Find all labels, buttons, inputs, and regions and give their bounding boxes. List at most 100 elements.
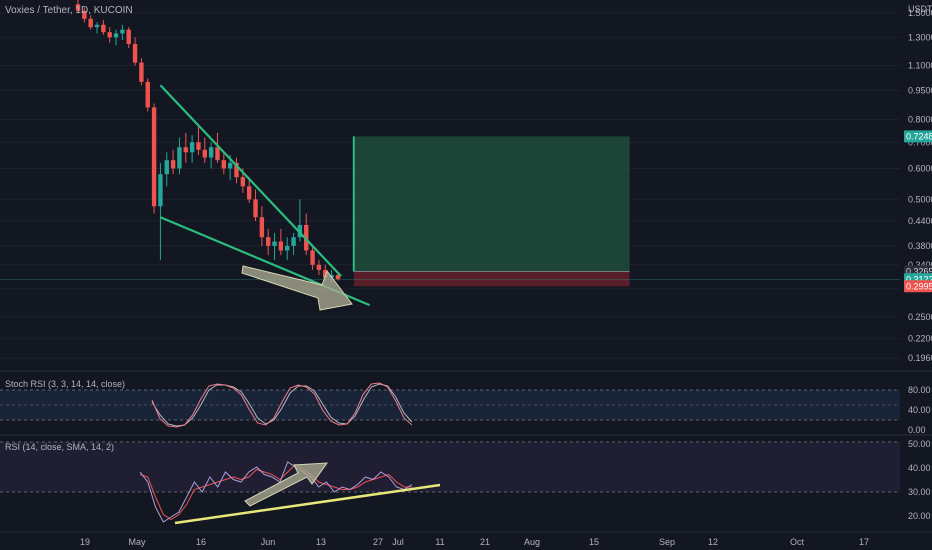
- candle: [291, 233, 296, 256]
- candle: [88, 15, 93, 30]
- candle: [266, 228, 271, 256]
- down-arrow-drawing[interactable]: [241, 265, 353, 311]
- stoch-rsi-lines: [151, 382, 413, 428]
- time-tick-label: May: [128, 537, 146, 547]
- candle: [310, 245, 315, 270]
- candle: [120, 24, 125, 40]
- rsi-label[interactable]: RSI (14, close, SMA, 14, 2): [5, 442, 114, 452]
- candle: [101, 19, 106, 35]
- candle: [107, 27, 112, 43]
- candle: [94, 22, 100, 34]
- candle: [170, 149, 176, 175]
- candle: [215, 132, 220, 163]
- candle: [177, 137, 182, 175]
- stoch-tick-label: 80.00: [908, 385, 931, 395]
- rsi-axis: 50.00 40.00 30.00 20.00: [908, 439, 931, 521]
- price-tag-label: 0.3122: [906, 274, 932, 284]
- candle: [75, 0, 81, 14]
- rsi-trendline-drawing[interactable]: [174, 483, 441, 525]
- price-tick-label: 1.3000: [908, 32, 932, 42]
- candle: [259, 206, 265, 246]
- candle: [278, 228, 284, 256]
- rsi-tick-label: 20.00: [908, 511, 931, 521]
- candle: [316, 259, 322, 276]
- time-axis[interactable]: 19 May 16 Jun 13 27 Jul 11 21 Aug 15 Sep 12 Oct 17: [80, 537, 869, 547]
- currency-label: USDT: [908, 4, 932, 14]
- candlestick-series: [75, 0, 341, 284]
- rsi-pane[interactable]: RSI (14, close, SMA, 14, 2) 50.00 40.00 30…: [0, 439, 931, 525]
- price-tag-label: 0.3269: [906, 266, 932, 276]
- candle: [246, 177, 252, 203]
- time-tick-label: Aug: [524, 537, 540, 547]
- time-tick-label: Sep: [659, 537, 675, 547]
- stoch-rsi-axis: 80.00 40.00 0.00: [908, 385, 931, 435]
- candle: [113, 29, 119, 46]
- candle: [189, 135, 195, 163]
- long-position-tool[interactable]: [0, 136, 900, 287]
- time-tick-label: Oct: [790, 537, 805, 547]
- price-tag-label: 0.2995: [906, 281, 932, 291]
- time-tick-label: Jun: [261, 537, 276, 547]
- candle: [132, 37, 138, 66]
- candle: [253, 189, 258, 222]
- candle: [234, 157, 239, 184]
- time-tick-label: 13: [316, 537, 326, 547]
- down-arrow-shape: [241, 265, 353, 311]
- candle: [183, 132, 188, 163]
- time-tick-label: 16: [196, 537, 206, 547]
- rsi-line: [139, 461, 413, 523]
- candle: [208, 142, 214, 169]
- time-tick-label: 17: [859, 537, 869, 547]
- candle: [158, 162, 163, 260]
- candle: [221, 152, 227, 175]
- candle: [164, 152, 169, 187]
- time-tick-label: 27: [373, 537, 383, 547]
- stoch-rsi-label[interactable]: Stoch RSI (3, 3, 14, 14, close): [5, 379, 125, 389]
- time-tick-label: 15: [589, 537, 599, 547]
- stoch-rsi-pane[interactable]: Stoch RSI (3, 3, 14, 14, close) 80.00 40.…: [0, 379, 931, 435]
- rsi-tick-label: 30.00: [908, 487, 931, 497]
- stop-zone[interactable]: [353, 271, 630, 287]
- candle: [285, 237, 290, 260]
- stoch-tick-label: 40.00: [908, 405, 931, 415]
- wedge-upper-line[interactable]: [159, 84, 342, 277]
- time-tick-label: 11: [435, 537, 444, 547]
- candle: [272, 233, 277, 260]
- candle: [126, 27, 131, 49]
- price-tag: [904, 280, 932, 293]
- candle: [145, 78, 150, 112]
- stoch-d-line: [151, 383, 413, 427]
- price-tag: [904, 130, 932, 143]
- rsi-tick-label: 50.00: [908, 439, 931, 449]
- rsi-tick-label: 40.00: [908, 463, 931, 473]
- candle: [202, 137, 207, 163]
- stoch-tick-label: 0.00: [908, 425, 926, 435]
- time-tick-label: 19: [80, 537, 90, 547]
- time-tick-label: Jul: [392, 537, 404, 547]
- rsi-lines: [139, 461, 413, 523]
- symbol-title[interactable]: Voxies / Tether, 1D, KUCOIN: [5, 5, 133, 16]
- rsi-band-fill: [0, 442, 900, 492]
- up-arrow-drawing[interactable]: [244, 462, 329, 507]
- target-zone[interactable]: [353, 136, 630, 272]
- stoch-k-line: [151, 382, 413, 428]
- rsi-sma-line: [139, 463, 412, 521]
- time-tick-label: 21: [480, 537, 490, 547]
- candle: [82, 7, 87, 23]
- candle: [151, 103, 157, 214]
- time-tick-label: 12: [708, 537, 718, 547]
